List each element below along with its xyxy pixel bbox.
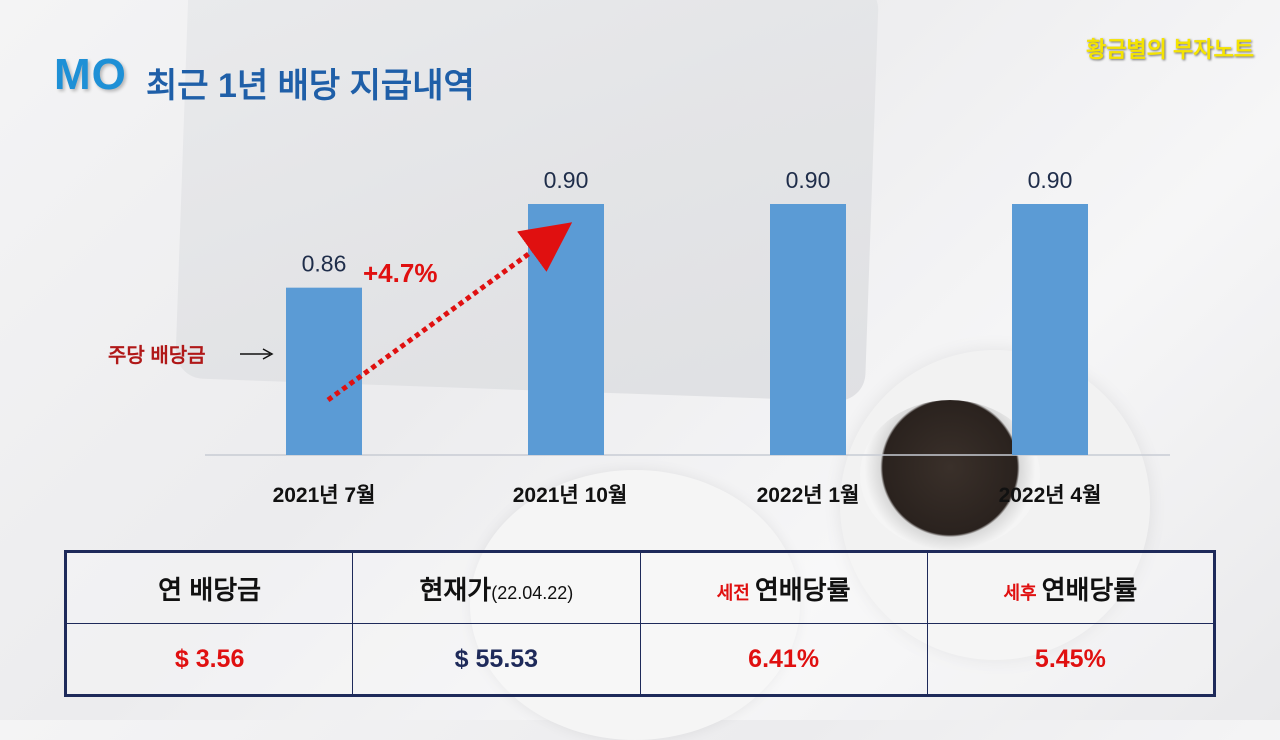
value-text: $ 55.53	[454, 644, 539, 673]
bar-1	[286, 287, 362, 455]
header-pretax-yield: 세전 연배당률	[639, 551, 928, 624]
header-main-text: 연배당률	[1041, 574, 1138, 605]
growth-percentage-label: +4.7%	[363, 258, 437, 288]
bar-value-label: 0.90	[544, 167, 589, 193]
bar-2	[528, 204, 604, 455]
table-value-row: $ 3.56 $ 55.53 6.41% 5.45%	[64, 623, 1216, 696]
dividend-bar-chart: 0.86 0.90 0.90 0.90 2021년 7월 2021년 10월 2022년 …	[108, 167, 1170, 507]
header-main-text: 연 배당금	[158, 574, 262, 605]
header-prefix-aftertax: 세후	[1003, 582, 1042, 603]
table-header-row: 연 배당금 현재가(22.04.22) 세전 연배당률 세후 연배당률	[64, 551, 1216, 624]
value-text: $ 3.56	[174, 644, 245, 673]
category-label: 2021년 10월	[513, 484, 628, 507]
category-label: 2021년 7월	[273, 484, 376, 507]
value-current-price: $ 55.53	[352, 623, 641, 696]
ticker-symbol: MO	[54, 50, 127, 99]
bar-3	[770, 204, 846, 455]
value-aftertax-yield: 5.45%	[926, 623, 1216, 696]
header-date-text: (22.04.22)	[491, 582, 574, 603]
value-pretax-yield: 6.41%	[639, 623, 928, 696]
category-label: 2022년 1월	[757, 484, 860, 507]
value-annual-dividend: $ 3.56	[64, 623, 354, 696]
dividend-summary-table: 연 배당금 현재가(22.04.22) 세전 연배당률 세후 연배당률 $ 3.…	[64, 550, 1216, 697]
header-prefix-pretax: 세전	[716, 582, 755, 603]
growth-arrow	[326, 222, 573, 403]
per-share-dividend-annotation: 주당 배당금	[108, 344, 206, 367]
annotation-arrow-head	[262, 348, 274, 360]
background-coffee-cup	[860, 400, 1040, 550]
header-aftertax-yield: 세후 연배당률	[926, 551, 1216, 624]
header-current-price: 현재가(22.04.22)	[352, 551, 641, 624]
value-text: 6.41%	[748, 644, 820, 673]
bar-value-label: 0.90	[1028, 167, 1073, 193]
category-label: 2022년 4월	[999, 484, 1102, 507]
bar-4	[1012, 204, 1088, 455]
header-annual-dividend: 연 배당금	[64, 551, 354, 624]
page-title: 최근 1년 배당 지급내역	[146, 67, 475, 105]
bar-value-label: 0.86	[302, 251, 347, 277]
brand-label: 황금별의 부자노트	[1085, 37, 1254, 62]
value-text: 5.45%	[1034, 644, 1106, 673]
bar-value-label: 0.90	[786, 167, 831, 193]
header-main-text: 연배당률	[754, 574, 851, 605]
header-main-text: 현재가	[419, 574, 492, 605]
